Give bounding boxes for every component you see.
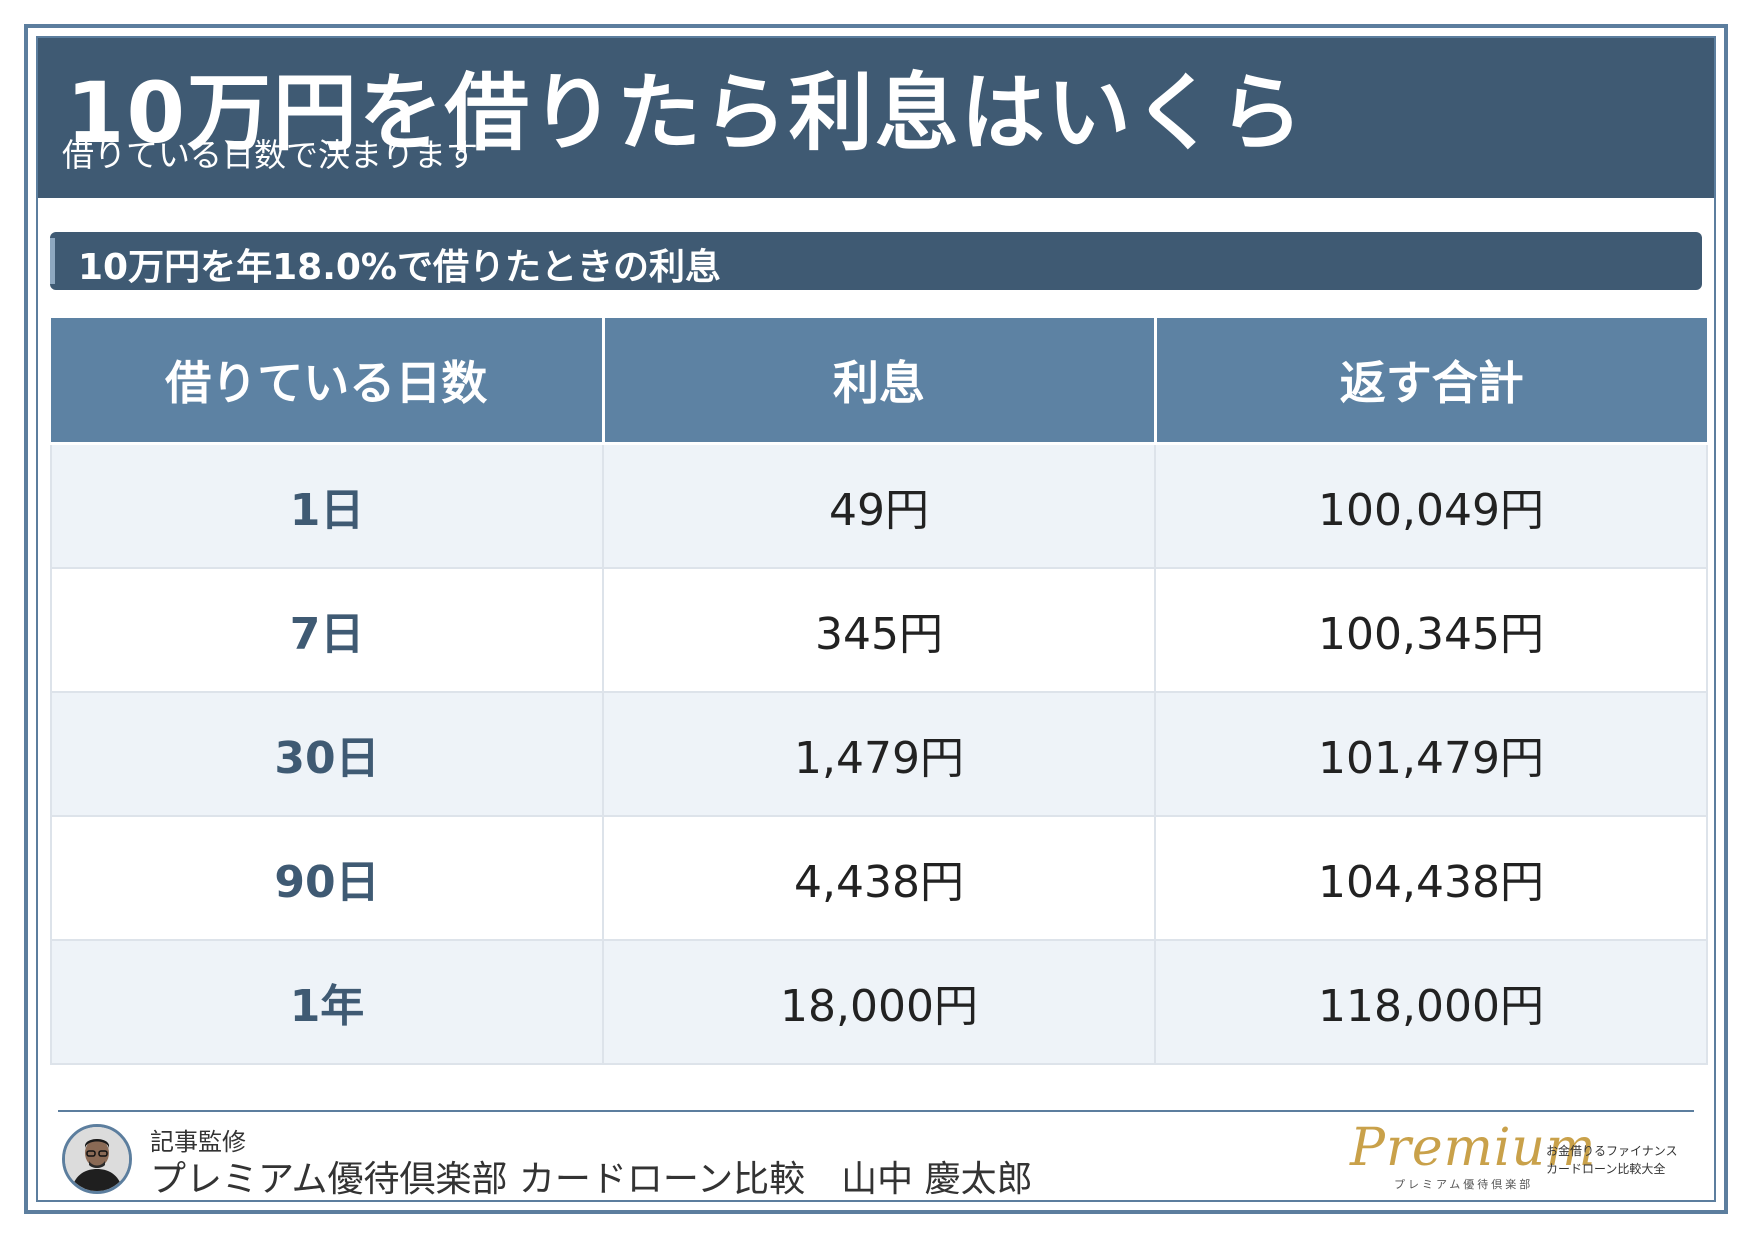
table-header-row: 借りている日数 利息 返す合計 xyxy=(51,318,1707,445)
table-row: 30日 1,479円 101,479円 xyxy=(50,690,1708,817)
logo-script: Premium xyxy=(1350,1118,1597,1178)
page-title: 10万円を借りたら利息はいくら xyxy=(66,64,1305,162)
supervision-label: 記事監修 xyxy=(150,1128,246,1156)
interest-table: 借りている日数 利息 返す合計 1日 49円 100,049円 7日 345円 … xyxy=(50,318,1708,1065)
header-banner: 10万円を借りたら利息はいくら 借りている日数で決まります xyxy=(38,38,1714,198)
table-row: 7日 345円 100,345円 xyxy=(50,566,1708,693)
column-header-total: 返す合計 xyxy=(1153,318,1707,445)
cell-total: 104,438円 xyxy=(1154,814,1708,941)
person-avatar-icon xyxy=(62,1124,132,1194)
table-row: 1日 49円 100,049円 xyxy=(50,442,1708,569)
cell-days: 30日 xyxy=(50,690,604,817)
cell-total: 100,345円 xyxy=(1154,566,1708,693)
cell-interest: 4,438円 xyxy=(602,814,1156,941)
logo-kana: プレミアム優待倶楽部 xyxy=(1394,1178,1534,1191)
cell-interest: 49円 xyxy=(602,442,1156,569)
cell-total: 100,049円 xyxy=(1154,442,1708,569)
supervisor-name: プレミアム優待倶楽部 カードローン比較 山中 慶太郎 xyxy=(150,1159,1033,1200)
column-header-interest: 利息 xyxy=(601,318,1157,445)
logo-tagline-1: お金借りるファイナンス xyxy=(1546,1144,1678,1158)
footer-divider xyxy=(58,1110,1694,1112)
table-row: 90日 4,438円 104,438円 xyxy=(50,814,1708,941)
cell-interest: 18,000円 xyxy=(602,938,1156,1065)
column-header-days: 借りている日数 xyxy=(51,318,605,445)
cell-total: 118,000円 xyxy=(1154,938,1708,1065)
cell-interest: 1,479円 xyxy=(602,690,1156,817)
infographic-frame: 10万円を借りたら利息はいくら 借りている日数で決まります 10万円を年18.0… xyxy=(24,24,1728,1214)
cell-interest: 345円 xyxy=(602,566,1156,693)
table-row: 1年 18,000円 118,000円 xyxy=(50,938,1708,1065)
cell-days: 90日 xyxy=(50,814,604,941)
section-accent-stripe xyxy=(50,238,55,284)
page-subtitle: 借りている日数で決まります xyxy=(62,136,479,174)
logo-tagline-2: カードローン比較大全 xyxy=(1546,1162,1666,1176)
cell-days: 1年 xyxy=(50,938,604,1065)
cell-total: 101,479円 xyxy=(1154,690,1708,817)
avatar-illustration xyxy=(65,1127,129,1191)
section-heading-bar: 10万円を年18.0%で借りたときの利息 xyxy=(50,232,1702,290)
cell-days: 7日 xyxy=(50,566,604,693)
section-heading: 10万円を年18.0%で借りたときの利息 xyxy=(78,247,721,288)
cell-days: 1日 xyxy=(50,442,604,569)
infographic-inner: 10万円を借りたら利息はいくら 借りている日数で決まります 10万円を年18.0… xyxy=(36,36,1716,1202)
premium-logo: Premium プレミアム優待倶楽部 お金借りるファイナンス カードローン比較大… xyxy=(1350,1118,1690,1198)
